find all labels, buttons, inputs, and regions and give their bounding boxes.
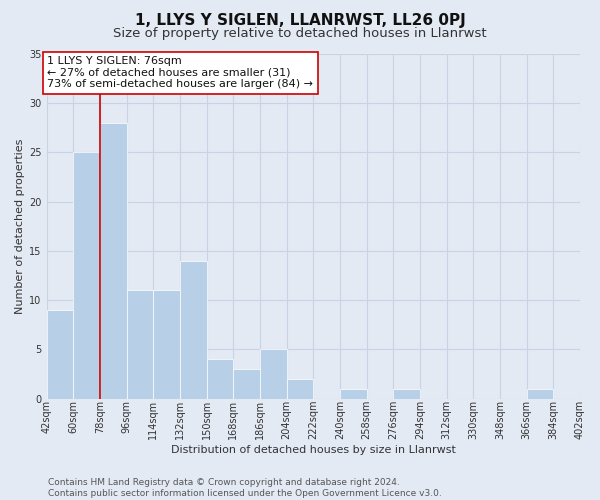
Bar	[100, 123, 127, 398]
Bar	[206, 359, 233, 399]
X-axis label: Distribution of detached houses by size in Llanrwst: Distribution of detached houses by size …	[171, 445, 456, 455]
Bar	[527, 388, 553, 398]
Bar	[180, 260, 206, 398]
Bar	[127, 290, 153, 399]
Bar	[287, 379, 313, 398]
Bar	[73, 152, 100, 398]
Bar	[47, 310, 73, 398]
Text: 1, LLYS Y SIGLEN, LLANRWST, LL26 0PJ: 1, LLYS Y SIGLEN, LLANRWST, LL26 0PJ	[134, 12, 466, 28]
Bar	[233, 369, 260, 398]
Text: Contains HM Land Registry data © Crown copyright and database right 2024.
Contai: Contains HM Land Registry data © Crown c…	[48, 478, 442, 498]
Text: 1 LLYS Y SIGLEN: 76sqm
← 27% of detached houses are smaller (31)
73% of semi-det: 1 LLYS Y SIGLEN: 76sqm ← 27% of detached…	[47, 56, 313, 89]
Bar	[260, 350, 287, 399]
Y-axis label: Number of detached properties: Number of detached properties	[15, 138, 25, 314]
Bar	[153, 290, 180, 399]
Bar	[393, 388, 420, 398]
Text: Size of property relative to detached houses in Llanrwst: Size of property relative to detached ho…	[113, 28, 487, 40]
Bar	[340, 388, 367, 398]
